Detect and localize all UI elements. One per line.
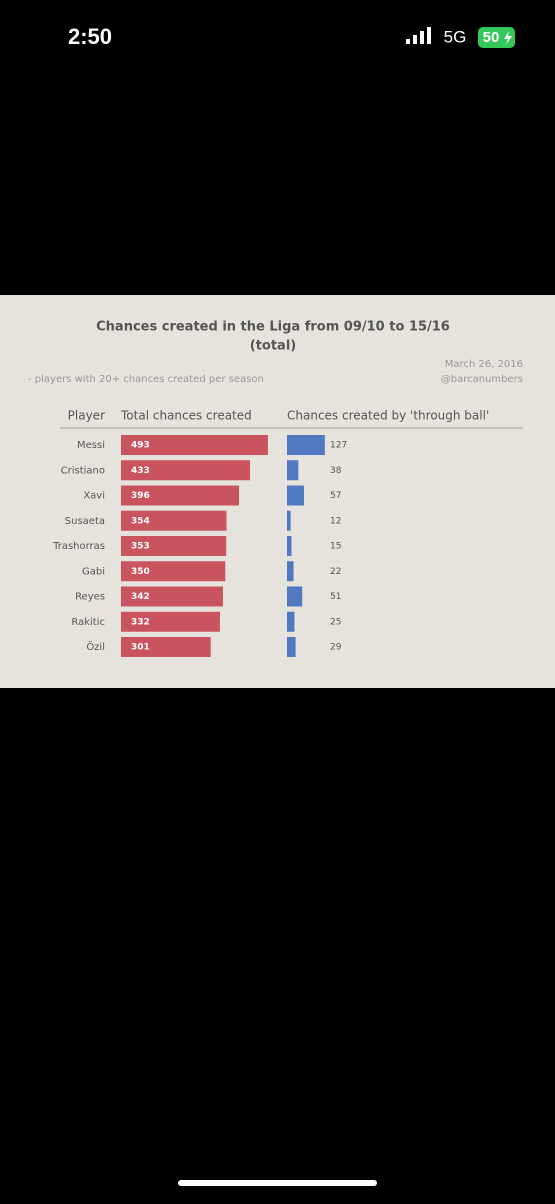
chart-background — [0, 295, 555, 688]
legend-header: Total chances created — [120, 409, 252, 423]
bar — [287, 460, 299, 481]
bar — [121, 536, 227, 556]
value-label: 396 — [131, 491, 150, 501]
signal-icon — [406, 27, 431, 44]
category-label: Susaeta — [65, 516, 105, 527]
charging-icon — [504, 31, 512, 45]
bar — [287, 510, 291, 531]
value-label: 57 — [330, 491, 341, 501]
bar — [121, 485, 240, 506]
battery-level: 50 — [483, 29, 500, 46]
chart-title-note: (total) — [250, 339, 296, 354]
bar — [121, 637, 211, 657]
bar — [287, 586, 303, 607]
category-label: Trashorras — [52, 541, 105, 552]
category-label: Gabi — [82, 566, 105, 577]
value-label: 493 — [131, 441, 150, 451]
value-label: 332 — [131, 617, 150, 627]
chart-note: - players with 20+ chances created per s… — [28, 374, 264, 385]
chart-image: Chances created in the Liga from 09/10 t… — [0, 295, 555, 688]
category-label: Rakitic — [71, 617, 105, 628]
battery-icon — [478, 27, 515, 48]
bar — [121, 435, 268, 455]
home-indicator — [178, 1180, 377, 1186]
bar — [287, 435, 325, 455]
status-network: 5G — [444, 27, 467, 46]
status-time: 2:50 — [68, 24, 112, 49]
value-label: 350 — [131, 567, 150, 577]
value-label: 38 — [330, 466, 342, 476]
chart-source: @barcanumbers — [441, 374, 523, 385]
chart-date: March 26, 2016 — [445, 359, 523, 370]
category-label: Özil — [86, 640, 105, 653]
bar — [287, 637, 296, 657]
value-label: 51 — [330, 592, 341, 602]
category-label: Reyes — [75, 592, 105, 603]
bar — [121, 586, 223, 607]
bar — [121, 561, 226, 582]
bar — [121, 510, 227, 531]
value-label: 12 — [330, 516, 341, 526]
value-label: 22 — [330, 567, 341, 577]
category-label: Xavi — [83, 491, 105, 502]
legend-header: Chances created by 'through ball' — [287, 409, 489, 423]
value-label: 29 — [330, 643, 342, 653]
category-label: Messi — [77, 440, 105, 451]
bar — [121, 611, 220, 632]
bar — [287, 611, 295, 632]
value-label: 433 — [131, 466, 150, 476]
value-label: 25 — [330, 617, 341, 627]
bar — [287, 485, 304, 506]
bar — [121, 460, 251, 481]
column-header: Player — [68, 409, 105, 423]
value-label: 301 — [131, 643, 150, 653]
category-label: Cristiano — [61, 465, 105, 476]
chart-title: Chances created in the Liga from 09/10 t… — [96, 320, 450, 335]
value-label: 354 — [131, 516, 150, 526]
value-label: 15 — [330, 542, 341, 552]
value-label: 127 — [330, 441, 347, 451]
value-label: 342 — [131, 592, 150, 602]
value-label: 353 — [131, 542, 150, 552]
bar — [287, 561, 294, 582]
bar — [287, 536, 292, 556]
